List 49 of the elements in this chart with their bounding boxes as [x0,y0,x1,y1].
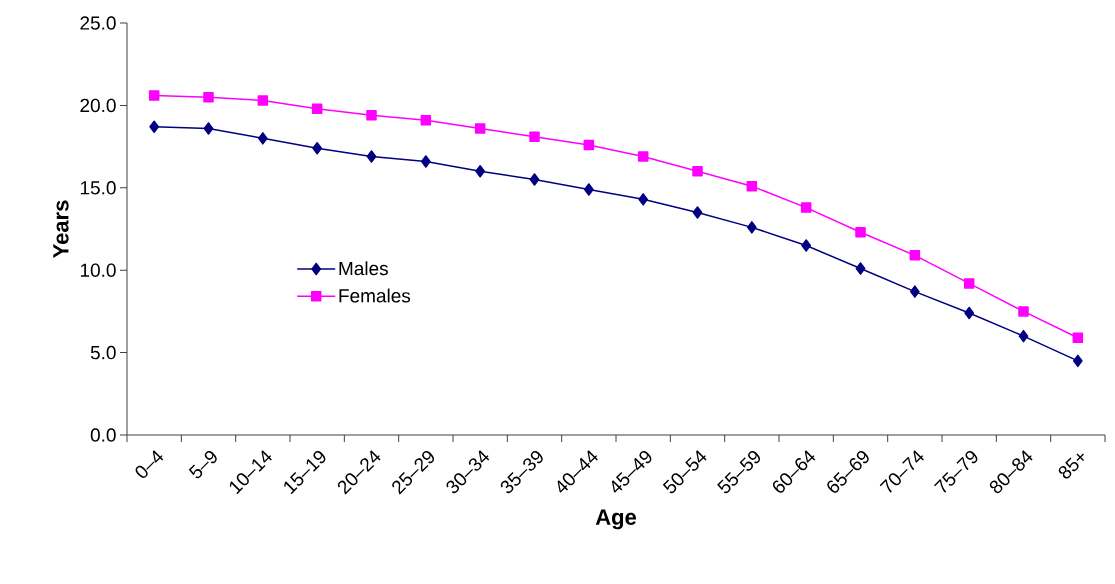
point [1018,329,1029,343]
legend-label: Males [339,261,388,276]
y-tick-label: 15.0 [80,181,116,195]
point [909,250,921,261]
point [257,132,268,145]
point [1072,332,1084,344]
point [583,183,594,196]
point [855,262,866,275]
point [909,285,920,298]
point [692,166,703,177]
point [529,131,540,142]
y-tick-label: 25.0 [80,16,116,30]
point [475,165,486,178]
point [800,202,812,213]
y-tick-label: 10.0 [80,263,116,277]
point [855,227,866,238]
point [692,206,703,219]
x-axis-title: Age [595,509,637,530]
point [312,142,323,155]
y-tick-label: 5.0 [90,345,116,360]
point [1018,306,1029,317]
point [366,150,377,163]
point [1072,354,1083,368]
point [529,173,540,186]
x-tick-label: 0–4 [135,450,164,478]
point [148,90,160,101]
y-tick-label: 20.0 [80,98,116,113]
point [746,221,757,234]
point [801,239,812,252]
point [257,95,269,106]
x-tick-label: 85+ [1058,453,1085,479]
point [583,139,595,151]
point [203,122,214,135]
legend-label: Females [339,288,411,303]
point [963,278,975,289]
point [149,120,160,134]
x-tick-label: 5–9 [188,450,217,479]
y-tick-label: 0.0 [90,428,116,442]
point [474,123,486,134]
point [638,193,649,206]
point [637,151,649,162]
point [420,114,432,126]
point [311,103,323,114]
point [964,306,975,320]
point [420,155,431,168]
y-axis-title: Years [53,200,69,258]
point [203,91,214,103]
point [746,180,758,192]
point [366,110,377,121]
